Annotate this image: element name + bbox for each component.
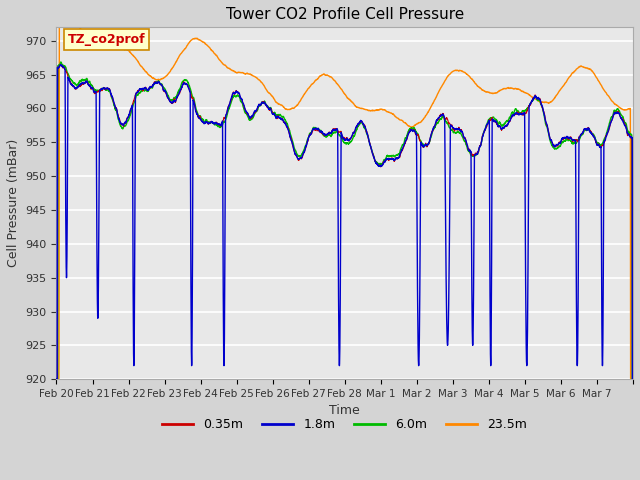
Legend: 0.35m, 1.8m, 6.0m, 23.5m: 0.35m, 1.8m, 6.0m, 23.5m [157,413,532,436]
Title: Tower CO2 Profile Cell Pressure: Tower CO2 Profile Cell Pressure [226,7,464,22]
X-axis label: Time: Time [330,405,360,418]
Y-axis label: Cell Pressure (mBar): Cell Pressure (mBar) [7,139,20,267]
Text: TZ_co2prof: TZ_co2prof [68,33,146,46]
